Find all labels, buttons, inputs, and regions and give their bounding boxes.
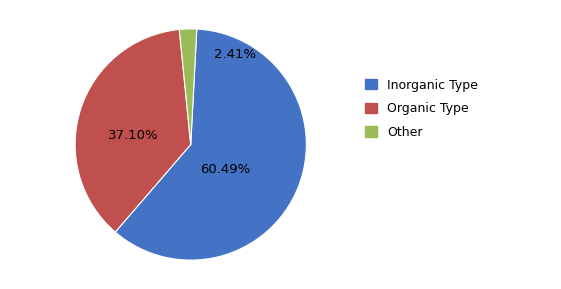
Text: 2.41%: 2.41% [214, 48, 256, 61]
Wedge shape [75, 29, 191, 232]
Text: 37.10%: 37.10% [108, 129, 158, 142]
Wedge shape [115, 29, 306, 260]
Legend: Inorganic Type, Organic Type, Other: Inorganic Type, Organic Type, Other [365, 79, 478, 139]
Wedge shape [180, 29, 197, 144]
Text: 60.49%: 60.49% [200, 164, 251, 176]
